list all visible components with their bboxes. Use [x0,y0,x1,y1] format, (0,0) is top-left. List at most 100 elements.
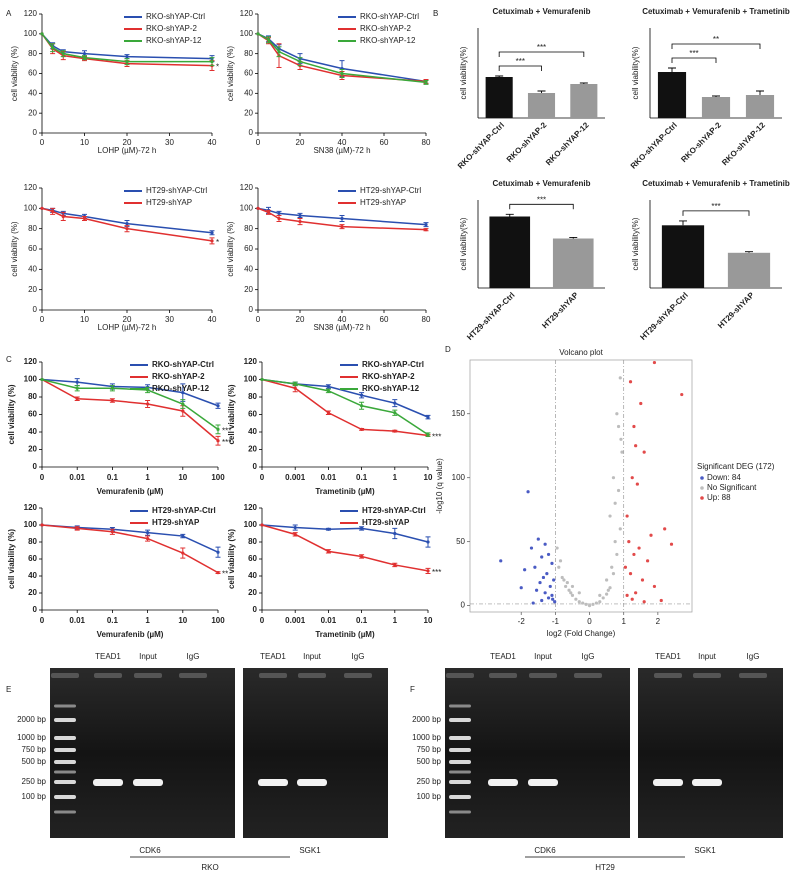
lane-label: IgG [187,652,200,661]
data-point [393,563,397,567]
y-tick-label: 20 [28,588,37,597]
legend-label: RKO-shYAP-12 [146,36,202,45]
significance-bracket [682,210,750,216]
data-point [210,239,214,243]
data-point [635,482,639,486]
significance-mark: * [216,238,219,247]
legend-swatch [700,476,704,480]
x-tick-label: 1 [393,616,398,625]
data-point [564,584,568,589]
data-point [618,376,622,380]
bar [489,216,531,288]
ladder-band [449,748,471,752]
data-point [340,216,344,221]
lane-label: TEAD1 [490,652,516,661]
legend-label: RKO-shYAP-12 [152,384,210,393]
y-axis-label: -log10 (q value) [435,458,444,514]
y-tick-label: 100 [24,203,38,212]
x-tick-label: 1 [145,616,150,625]
y-tick-label: 60 [248,410,257,419]
y-axis-label: cell viability(%) [631,217,640,270]
data-point [293,532,297,536]
error-bar [756,90,764,95]
gene-label: SGK1 [694,846,716,855]
data-point [82,52,87,56]
data-point [146,531,150,535]
ladder-band [54,795,76,799]
chart-title: Cetuximab + Vemurafenib [492,7,590,16]
data-point [646,559,650,563]
cell-line-label: HT29 [595,863,615,872]
series-line [257,207,427,231]
data-point [75,526,79,531]
series-line [261,378,429,437]
x-tick-label: 40 [338,315,347,324]
data-point [75,397,79,401]
data-point [558,559,563,563]
gene-label: CDK6 [139,846,161,855]
data-point [634,444,638,448]
y-tick-label: 40 [244,88,253,97]
y-tick-label: 120 [240,183,254,192]
gel-well [134,673,162,678]
y-tick-label: 40 [248,571,257,580]
data-point [587,604,592,608]
data-point [293,525,297,530]
y-tick-label: 40 [28,571,37,580]
data-point [628,572,633,576]
data-point [424,223,428,227]
legend-label: RKO-shYAP-Ctrl [152,360,214,369]
data-point [613,540,617,544]
data-point [210,231,214,235]
gel-band [528,779,558,786]
data-point [210,60,214,64]
error-bar [712,95,720,97]
data-point [216,550,220,554]
bar [657,72,687,118]
x-axis-label: Vemurafenib (µM) [97,487,164,496]
data-point [216,427,220,431]
data-point [75,386,79,390]
data-point [581,601,585,605]
data-point [541,575,546,580]
y-tick-label: 0 [33,128,38,137]
ladder-band [449,760,471,764]
data-point [618,527,622,531]
data-point [546,596,551,600]
y-axis-label: cell viability(%) [459,46,468,99]
x-axis-label: Trametinib (µM) [315,630,375,639]
legend-label: HT29-shYAP [362,518,410,527]
data-point [569,591,573,595]
data-point [393,531,397,536]
legend-label: RKO-shYAP-2 [152,372,205,381]
data-point [426,415,430,419]
x-tick-label: 0.1 [356,473,368,482]
data-point [326,384,330,389]
x-axis-label: Vemurafenib (µM) [97,630,164,639]
plot-frame [469,359,693,613]
legend-label: Up: 88 [707,493,731,502]
data-point [40,523,44,527]
data-point [605,592,609,596]
x-tick-label: 0.01 [69,473,85,482]
data-point [326,549,330,553]
data-point [630,597,634,601]
data-point [574,597,578,601]
ladder-band [449,704,471,708]
data-point [360,554,364,559]
y-tick-label: 0 [253,605,258,614]
ladder-label: 1000 bp [412,733,441,742]
x-tick-label: 60 [380,315,389,324]
significance-mark: *** [222,438,231,447]
gel-band [692,779,722,786]
legend-label: HT29-shYAP [146,198,192,207]
data-point [620,450,624,454]
data-point [499,559,503,563]
data-point [531,601,535,605]
significance-label: *** [537,195,546,204]
significance-bracket [509,203,574,210]
data-point [40,32,44,36]
y-tick-label: 0 [33,462,38,471]
y-tick-label: 80 [244,49,253,58]
